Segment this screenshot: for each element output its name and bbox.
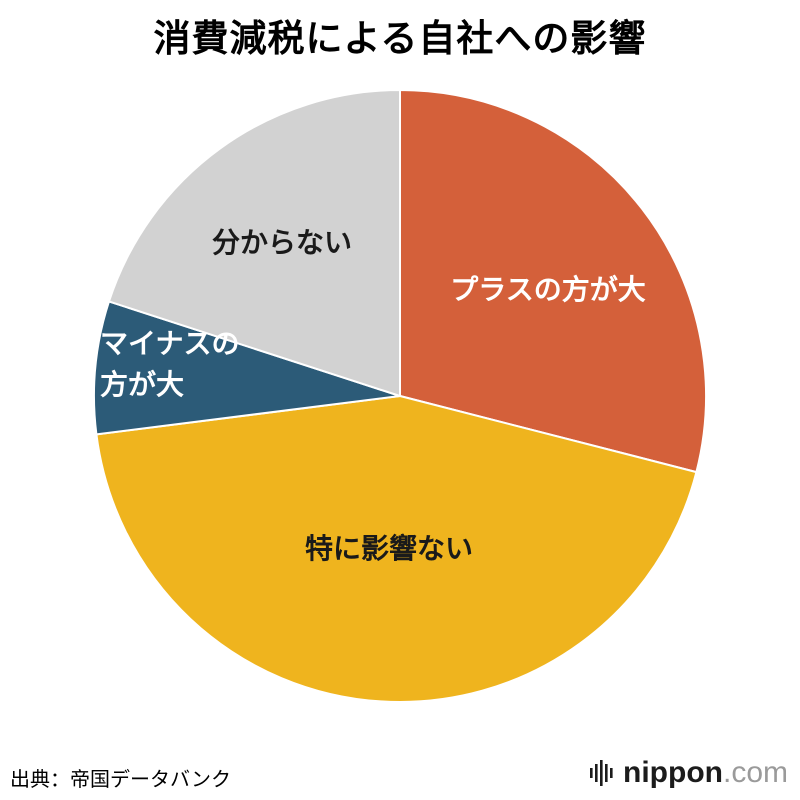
pie-slice-2 — [93, 300, 401, 436]
soundwave-bars-icon — [590, 760, 613, 786]
nippon-logo: nippon.com — [589, 756, 788, 790]
pie-slice-0 — [399, 89, 707, 474]
nippon-logo-suffix: .com — [722, 756, 788, 789]
chart-title: 消費減税による自社への影響 — [153, 18, 647, 59]
source-caption: 出典：帝国データバンク — [10, 769, 231, 791]
pie-slice-1 — [95, 395, 698, 704]
slice-label-plus: プラスの方が大 — [450, 274, 646, 305]
slice-label-unknown: 分からない — [211, 227, 353, 258]
slice-label-minus: マイナスの方が大 — [100, 328, 240, 400]
nippon-logo-text: nippon.com — [623, 758, 788, 788]
nippon-logo-name: nippon — [623, 756, 723, 789]
pie-slice-3 — [107, 89, 401, 397]
slice-label-no-impact: 特に影響ない — [304, 533, 474, 564]
